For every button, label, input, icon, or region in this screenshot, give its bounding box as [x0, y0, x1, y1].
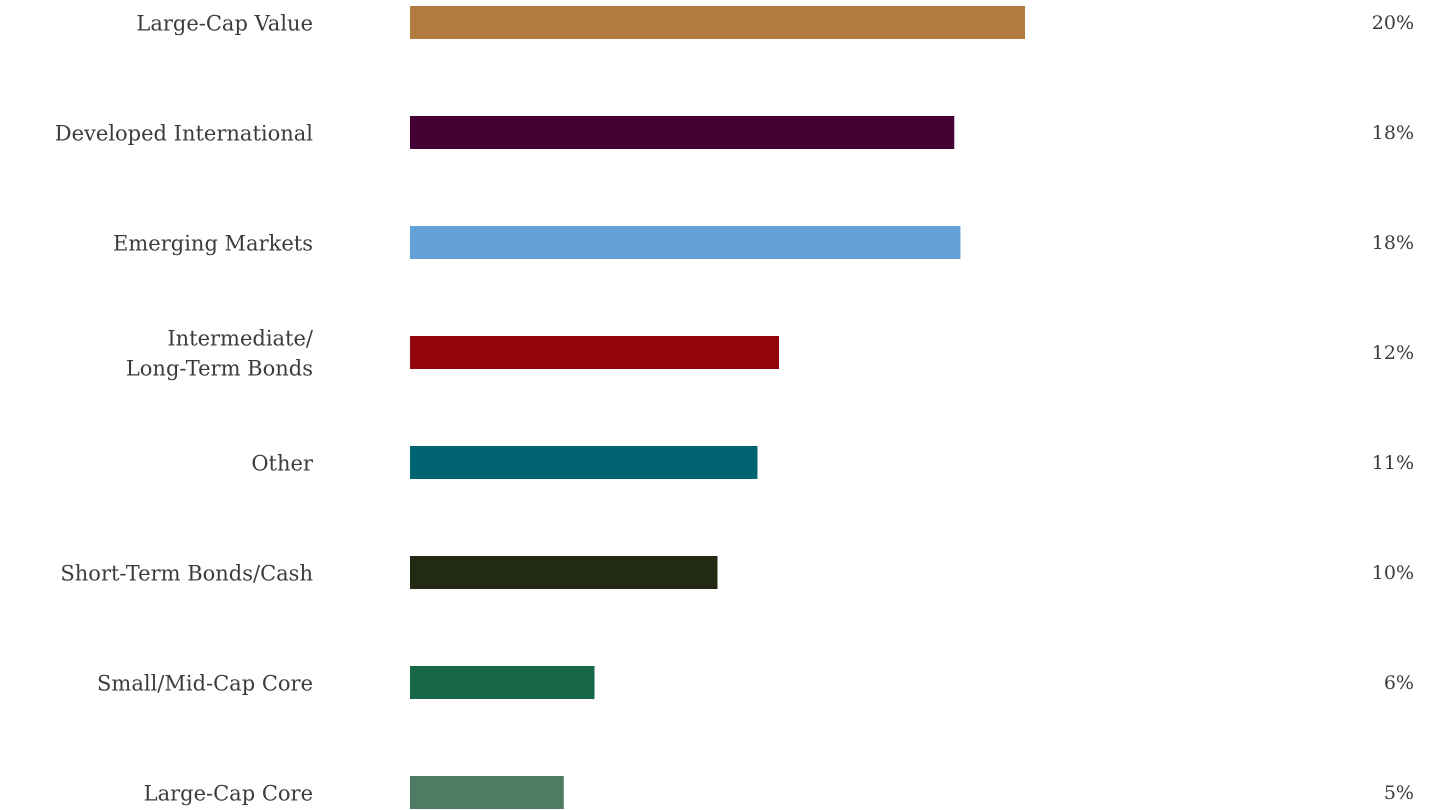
- value-label: 18%: [1372, 232, 1414, 254]
- category-label: Short-Term Bonds/Cash: [60, 562, 313, 586]
- category-label: Intermediate/Long-Term Bonds: [126, 327, 314, 381]
- category-label: Emerging Markets: [113, 232, 313, 256]
- bar: [410, 666, 595, 699]
- bar: [410, 556, 718, 589]
- category-label: Other: [251, 452, 314, 476]
- value-label: 12%: [1372, 342, 1414, 364]
- value-label: 18%: [1372, 122, 1414, 144]
- category-label: Large-Cap Value: [136, 12, 313, 36]
- bar: [410, 336, 779, 369]
- category-label: Small/Mid-Cap Core: [97, 672, 313, 696]
- bar: [410, 446, 758, 479]
- value-label: 11%: [1372, 452, 1414, 474]
- bar: [410, 6, 1025, 39]
- category-label: Developed International: [55, 122, 314, 146]
- value-label: 20%: [1372, 12, 1414, 34]
- value-label: 10%: [1372, 562, 1414, 584]
- value-label: 6%: [1384, 672, 1414, 694]
- bar: [410, 776, 564, 809]
- value-label: 5%: [1384, 782, 1414, 804]
- bar: [410, 116, 955, 149]
- category-label: Large-Cap Core: [144, 782, 313, 806]
- bar: [410, 226, 961, 259]
